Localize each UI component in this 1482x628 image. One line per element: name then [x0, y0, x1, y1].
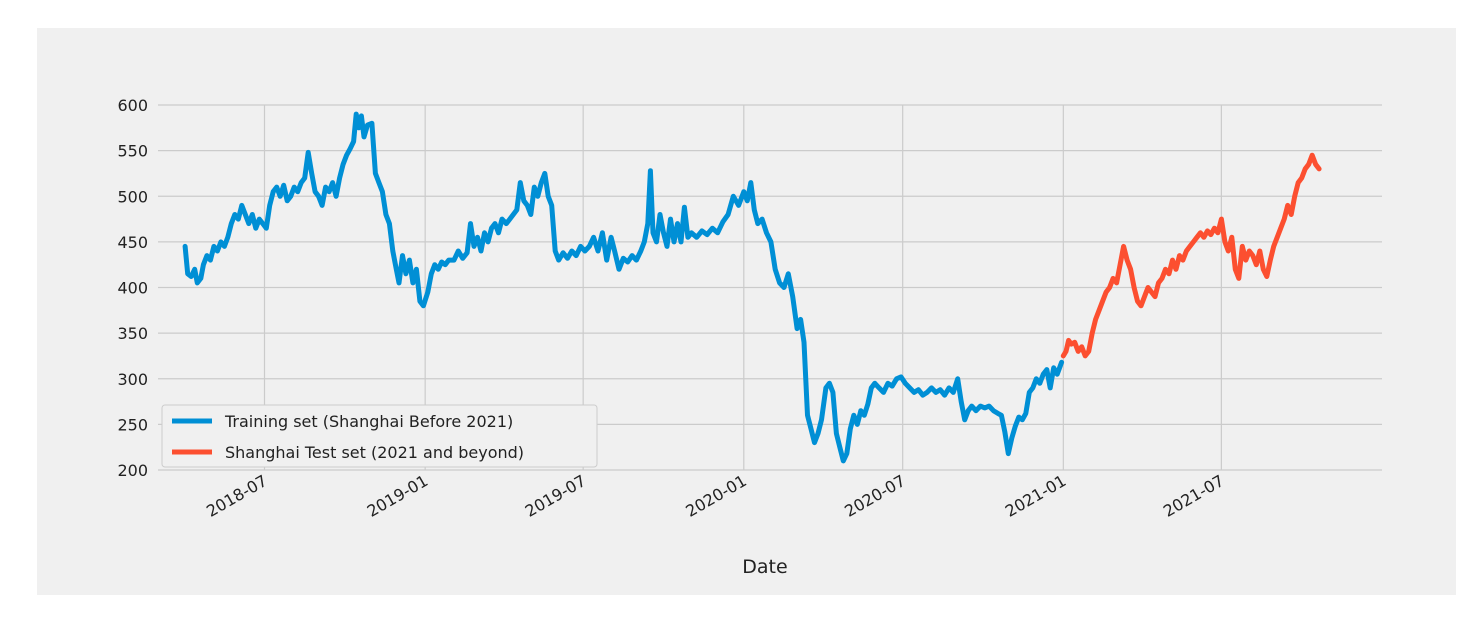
legend-box [161, 404, 598, 468]
grid [158, 104, 1382, 471]
series-lines [182, 111, 1322, 464]
legend: Training set (Shanghai Before 2021) Shan… [161, 404, 598, 468]
y-tick-label: 450 [117, 233, 148, 252]
y-tick-label: 250 [117, 415, 148, 434]
y-tick-label: 200 [117, 461, 148, 480]
y-tick-label: 350 [117, 324, 148, 343]
series-line-test [1060, 152, 1322, 359]
y-tick-label: 500 [117, 187, 148, 206]
y-axis-ticks: 200 250 300 350 400 450 500 550 600 [117, 96, 148, 480]
y-tick-label: 550 [117, 142, 148, 161]
legend-label-test: Shanghai Test set (2021 and beyond) [225, 443, 524, 462]
legend-label-training: Training set (Shanghai Before 2021) [224, 412, 513, 431]
y-tick-label: 400 [117, 279, 148, 298]
series-line-training [182, 111, 1065, 464]
x-axis-label: Date [742, 556, 787, 578]
y-tick-label: 300 [117, 370, 148, 389]
y-tick-label: 600 [117, 96, 148, 115]
